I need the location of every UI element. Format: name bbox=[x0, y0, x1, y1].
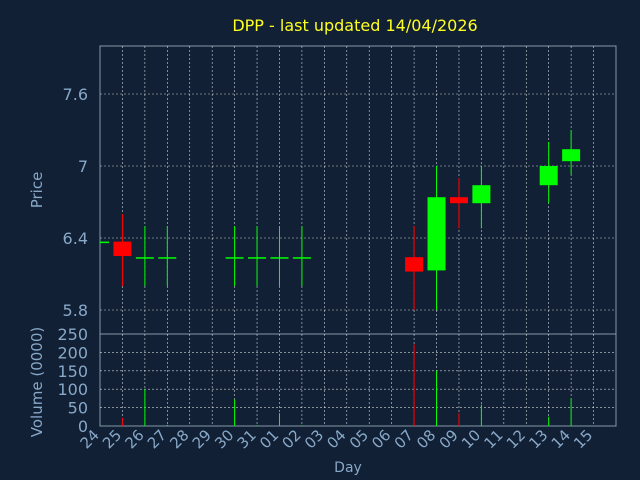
x-axis-label: Day bbox=[334, 460, 362, 476]
candle-body bbox=[270, 257, 289, 259]
candle-body bbox=[225, 257, 244, 259]
candle-body bbox=[427, 197, 446, 271]
price-tick-label: 6.4 bbox=[63, 229, 88, 248]
volume-tick-label: 150 bbox=[57, 362, 88, 381]
volume-panel: 0501001502002502425262728293031010203040… bbox=[57, 325, 617, 452]
candle-body bbox=[292, 257, 311, 259]
volume-tick-label: 200 bbox=[57, 343, 88, 362]
price-panel: 5.8 6.4 7 7.6 bbox=[63, 45, 617, 335]
volume-tick-label: 50 bbox=[68, 399, 88, 418]
volume-tick-label: 250 bbox=[57, 325, 88, 344]
candle-body bbox=[405, 257, 424, 272]
candle-body bbox=[248, 257, 267, 259]
candle-body bbox=[562, 149, 581, 162]
volume-axis-label: Volume (0000) bbox=[28, 327, 46, 437]
candle-body bbox=[472, 185, 491, 204]
candle-body bbox=[539, 166, 558, 186]
price-axis-label: Price bbox=[28, 172, 46, 209]
price-tick-label: 7 bbox=[78, 157, 88, 176]
volume-tick-label: 100 bbox=[57, 380, 88, 399]
candle-body bbox=[135, 257, 154, 259]
price-tick-label: 5.8 bbox=[63, 301, 88, 320]
chart-title: DPP - last updated 14/04/2026 bbox=[232, 16, 477, 35]
candle-body bbox=[158, 257, 177, 259]
x-tick-label: 15 bbox=[570, 426, 596, 452]
volume-tick-label: 0 bbox=[78, 417, 88, 436]
candle-body bbox=[100, 241, 109, 244]
candle-body bbox=[449, 197, 468, 204]
price-tick-label: 7.6 bbox=[63, 85, 88, 104]
candle-body bbox=[113, 241, 132, 256]
volume-frame bbox=[99, 333, 617, 427]
price-frame bbox=[99, 45, 617, 335]
